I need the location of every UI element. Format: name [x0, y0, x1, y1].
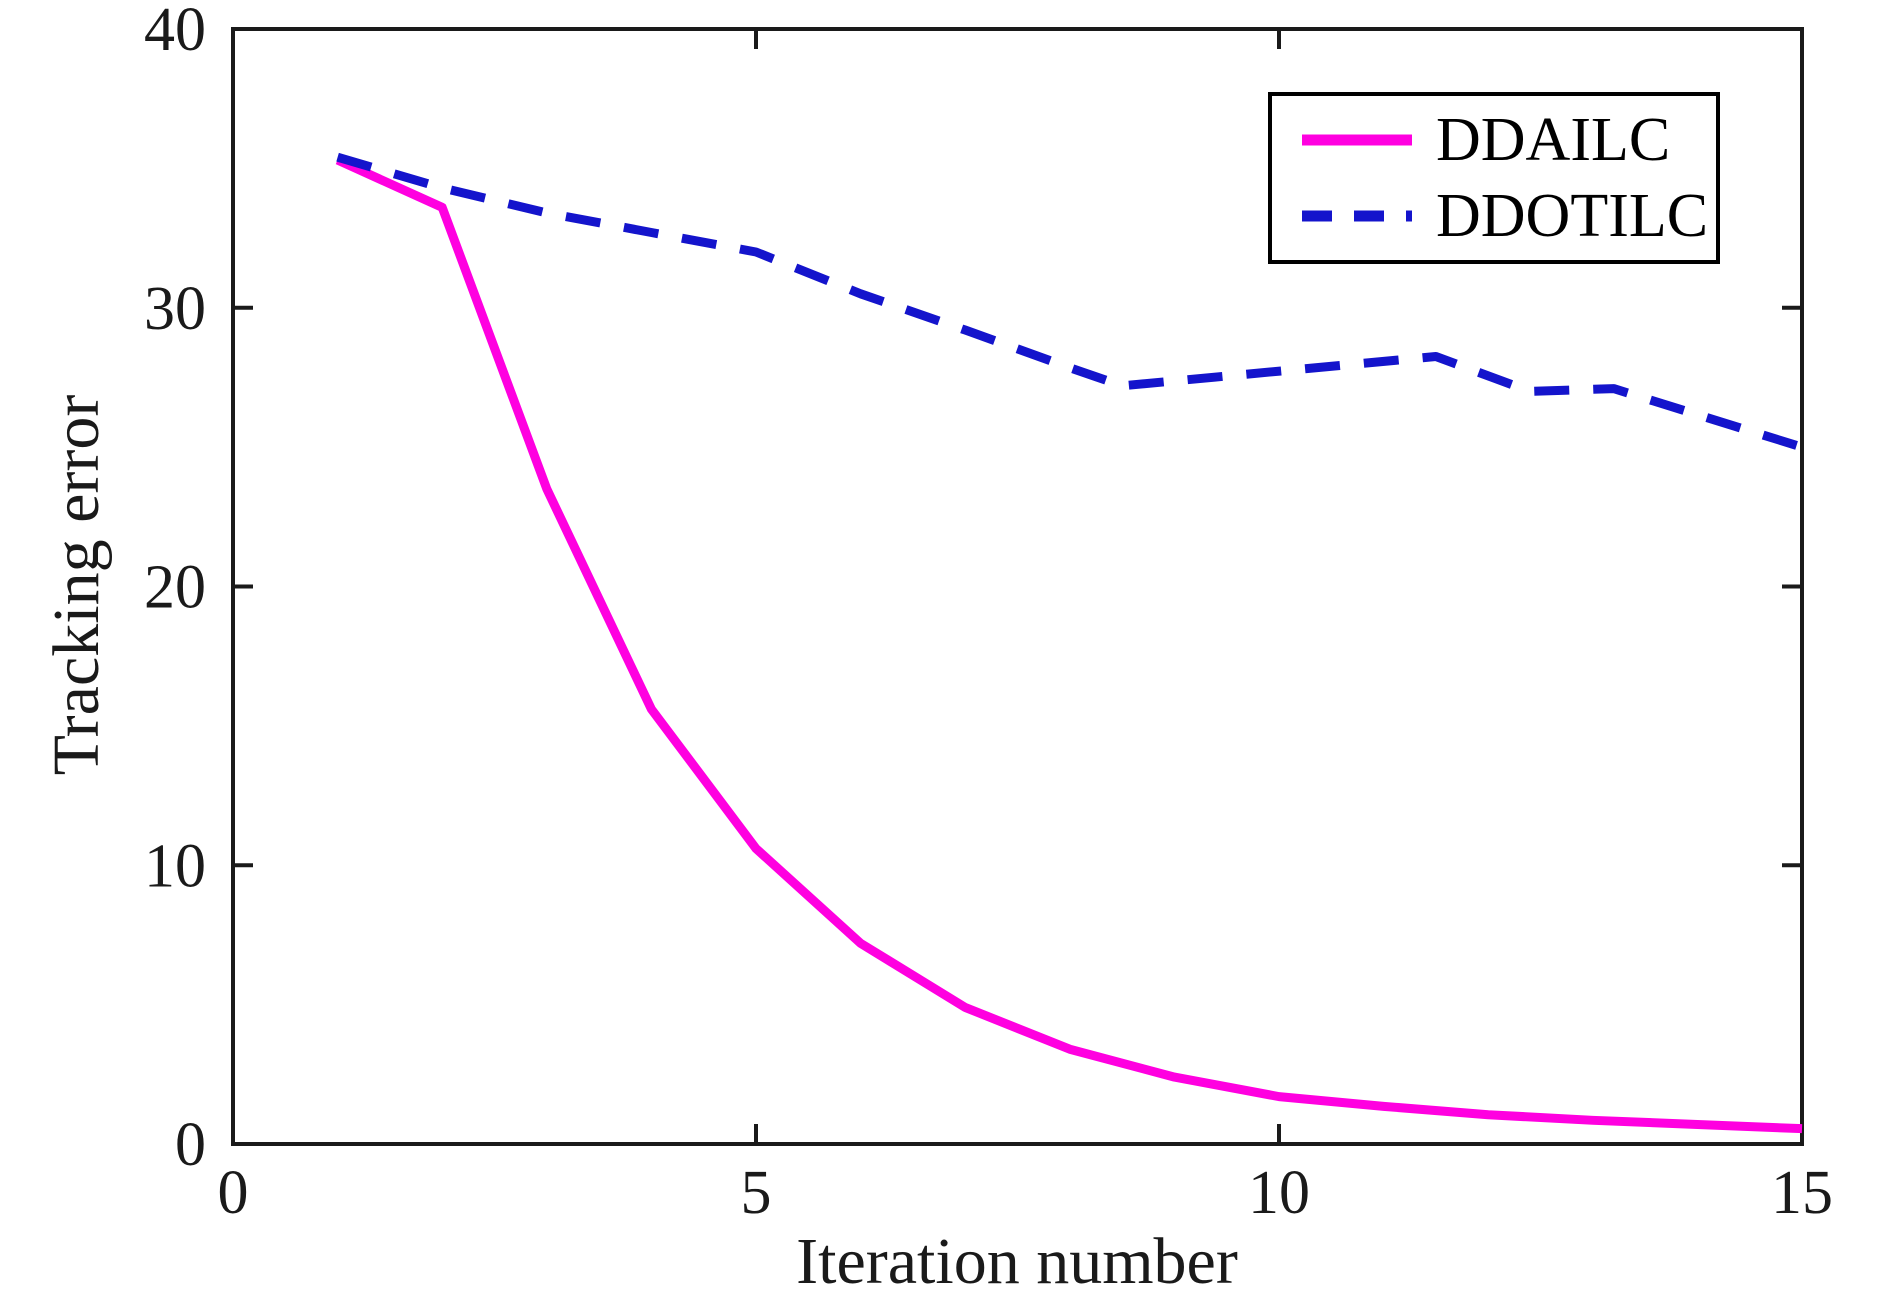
x-tick-label: 5: [741, 1159, 772, 1227]
y-axis-title: Tracking error: [40, 394, 113, 776]
y-tick-label: 40: [144, 0, 206, 64]
x-tick-label: 0: [218, 1159, 249, 1227]
series-line-ddailc: [335, 155, 1803, 1134]
legend-label-ddotilc: DDOTILC: [1436, 182, 1709, 251]
y-tick-label: 0: [175, 1111, 206, 1179]
y-tick-label: 10: [144, 832, 206, 900]
series-line-ddotilc: [336, 152, 1804, 452]
legend-label-ddailc: DDAILC: [1436, 105, 1671, 174]
x-tick-label: 15: [1771, 1159, 1833, 1227]
legend-item-ddotilc: DDOTILC: [1272, 183, 1716, 249]
y-tick-label: 20: [144, 554, 206, 622]
legend-item-ddailc: DDAILC: [1272, 107, 1716, 173]
x-tick-label: 10: [1248, 1159, 1310, 1227]
x-axis-title: Iteration number: [796, 1225, 1238, 1298]
y-tick-label: 30: [144, 275, 206, 343]
ddotilc-line-swatch-icon: [1302, 210, 1412, 222]
ddailc-line-swatch-icon: [1302, 134, 1412, 146]
legend: DDAILC DDOTILC: [1268, 92, 1720, 264]
